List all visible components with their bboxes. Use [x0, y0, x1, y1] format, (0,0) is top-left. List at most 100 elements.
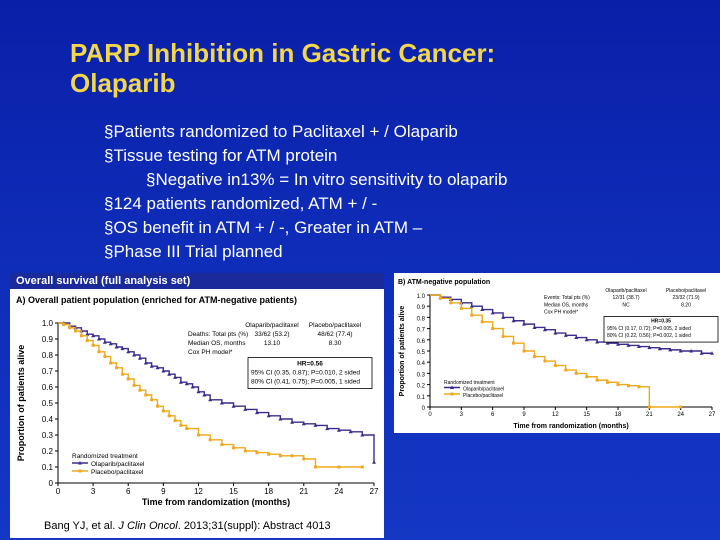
chart-a-header-bar: [10, 273, 384, 289]
chart-a-x-tick-label: 6: [126, 487, 131, 496]
chart-b-series-olaparib-point: [657, 346, 662, 351]
chart-b-series-olaparib-point: [553, 331, 558, 335]
chart-b-series-olaparib-point: [480, 307, 485, 312]
chart-b-series-olaparib-point: [595, 340, 600, 344]
chart-a-series-olaparib-point: [137, 356, 142, 360]
title-line-2: Olaparib: [70, 68, 176, 98]
chart-a-series-olaparib-point: [254, 410, 259, 415]
chart-b-stats-col1: Olaparib/paclitaxel: [605, 288, 646, 294]
chart-a-series-olaparib-point: [196, 389, 201, 394]
chart-a-series-olaparib-point: [149, 364, 154, 368]
chart-b-stats-row-label: Events: Total pts (%): [544, 295, 590, 301]
chart-a-series-olaparib-point: [167, 372, 172, 376]
chart-b-series-olaparib-point: [490, 310, 495, 315]
chart-b-series-olaparib-point: [469, 304, 474, 308]
chart-b-series-placebo-point: [459, 306, 463, 310]
chart-a-series-placebo-point: [103, 355, 107, 359]
chart-a-stats-col2: Placebo/paclitaxel: [309, 322, 362, 329]
chart-a-series-placebo-point: [85, 339, 89, 343]
chart-a-series-placebo-point: [208, 438, 212, 442]
chart-a-title: A) Overall patient population (enriched …: [16, 295, 297, 305]
chart-a-stats-box-line: 80% CI (0.41, 0.75); P=0.005, 1 sided: [251, 379, 360, 386]
chart-a-series-placebo-point: [243, 449, 247, 453]
chart-a-series-placebo-point: [232, 446, 236, 450]
chart-a-series-olaparib-point: [243, 407, 248, 411]
chart-a-y-tick-label: 0.3: [42, 431, 54, 440]
chart-a-header: Overall survival (full analysis set): [16, 275, 191, 287]
chart-b-series-placebo-point: [470, 313, 474, 317]
chart-b-stats-row-v2: 23/32 (71.9): [673, 295, 700, 301]
chart-b-stats-row-v1: 12/31 (38.7): [613, 295, 640, 301]
chart-a-series-placebo-point: [302, 457, 306, 461]
chart-b-series-placebo-point: [543, 359, 547, 363]
chart-a-stats-row-label: Cox PH model*: [188, 349, 233, 356]
chart-b-y-tick-label: 0.3: [417, 372, 426, 378]
chart-a-series-placebo-point: [126, 377, 130, 381]
chart-b-series-placebo-point: [574, 371, 578, 375]
chart-b-series-placebo-point: [449, 301, 453, 305]
chart-b-y-tick-label: 0.4: [417, 361, 426, 367]
chart-b-title: B) ATM-negative population: [398, 279, 490, 286]
km-chart-a: Overall survival (full analysis set) A) O…: [10, 273, 384, 507]
chart-b-stats-box-line: 80% CI (0.22, 0.56); P=0.002, 1 sided: [607, 333, 691, 339]
chart-a-series-olaparib-point: [143, 361, 148, 365]
chart-a-series-placebo-point: [313, 465, 317, 469]
chart-a-x-axis-label: Time from randomization (months): [142, 497, 290, 507]
chart-b-series-placebo-point: [564, 368, 568, 372]
chart-b-series-olaparib-point: [605, 341, 610, 345]
chart-a-y-tick-label: 0.9: [42, 335, 54, 344]
chart-b-series-placebo-point: [480, 320, 484, 324]
chart-a-legend-marker: [78, 469, 82, 473]
chart-a-series-placebo-point: [97, 350, 101, 354]
chart-a-x-tick-label: 15: [229, 487, 238, 496]
chart-b-y-tick-label: 0.1: [417, 395, 426, 401]
chart-b-legend-marker: [450, 385, 454, 389]
chart-b-y-tick-label: 0: [422, 406, 426, 412]
chart-a-series-placebo-point: [91, 343, 95, 347]
chart-b-x-tick-label: 15: [583, 412, 590, 418]
chart-b-y-tick-label: 0.9: [417, 305, 426, 311]
chart-b-x-tick-label: 24: [677, 412, 684, 418]
chart-a-x-tick-label: 18: [264, 487, 273, 496]
chart-b-series-olaparib-point: [710, 351, 714, 355]
chart-a-y-tick-label: 0.2: [42, 447, 54, 456]
chart-b-series-placebo-point: [606, 380, 610, 384]
chart-a-series-placebo-point: [62, 323, 66, 327]
chart-b-x-tick-label: 0: [428, 412, 432, 418]
chart-a-series-placebo-point: [132, 383, 136, 387]
chart-a-series-placebo-point: [74, 329, 78, 333]
chart-a-stats-row-label: Deaths: Total pts (%): [188, 331, 248, 338]
chart-b-x-tick-label: 12: [552, 412, 559, 418]
chart-a-series-olaparib-point: [190, 385, 195, 389]
chart-b-y-tick-label: 1.0: [417, 294, 426, 300]
chart-a-y-axis-label: Proportion of patients alive: [16, 345, 26, 462]
chart-b-legend-label: Olaparib/paclitaxel: [463, 387, 504, 393]
km-chart-b: B) ATM-negative population 0 0.1 0.2 0.3 0.4 0…: [398, 279, 719, 430]
chart-a-legend-title: Randomized treatment: [72, 453, 138, 460]
chart-a-series-olaparib-point: [231, 404, 236, 408]
chart-a-series-olaparib-point: [161, 369, 166, 373]
chart-b-series-placebo-point: [626, 384, 630, 388]
chart-a-x-tick-label: 12: [194, 487, 203, 496]
chart-b-stats-row-label: Median OS, months: [544, 302, 589, 308]
chart-a-series-olaparib-point: [126, 349, 131, 354]
chart-a-y-tick-label: 0.5: [42, 399, 54, 408]
chart-a-series-placebo-point: [155, 404, 159, 408]
chart-a-series-placebo-point: [138, 388, 142, 392]
chart-a-series-placebo-point: [360, 465, 364, 469]
chart-a-series-olaparib-point: [266, 413, 271, 418]
chart-b-legend-marker: [450, 392, 454, 396]
chart-a-stats-col1: Olaparib/paclitaxel: [245, 322, 299, 329]
chart-a-series-olaparib-point: [91, 333, 96, 338]
chart-a-series-olaparib-point: [108, 341, 113, 346]
chart-a-y-tick-label: 0: [49, 479, 54, 488]
chart-a-series-olaparib-point: [348, 429, 353, 434]
chart-b-series-olaparib-point: [636, 344, 641, 349]
chart-a-series-placebo-point: [179, 423, 183, 427]
bullet-1: §Patients randomized to Paclitaxel + / O…: [104, 122, 458, 141]
chart-a-series-placebo-point: [173, 419, 177, 423]
chart-b-x-tick-label: 9: [522, 412, 526, 418]
chart-a-x-tick-label: 24: [334, 487, 343, 496]
chart-b-series-placebo-point: [585, 375, 589, 379]
chart-b-y-tick-label: 0.7: [417, 328, 426, 334]
